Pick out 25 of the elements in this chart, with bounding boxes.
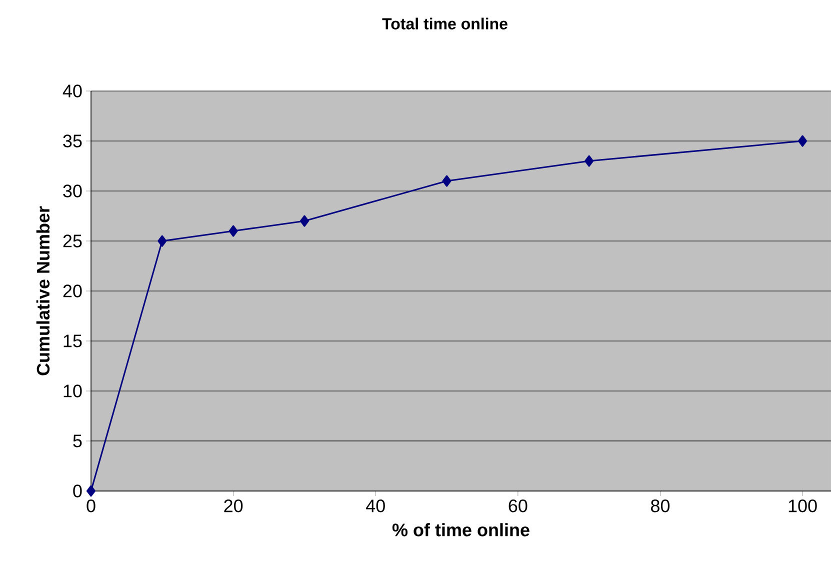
y-tick-label: 25: [63, 234, 82, 248]
x-tick-label: 40: [366, 500, 385, 512]
point: [798, 135, 808, 147]
y-tick-label: 35: [63, 134, 82, 148]
x-tick-label: 60: [508, 500, 528, 512]
y-tick-label: 20: [63, 284, 82, 298]
point: [228, 225, 238, 237]
point: [584, 155, 594, 167]
point: [158, 235, 167, 247]
point: [442, 175, 452, 187]
y-axis-title: Cumulative Number: [36, 206, 50, 376]
y-tick-label: 0: [73, 484, 82, 498]
chart-title: Total time online: [382, 18, 508, 30]
x-tick-label: 80: [651, 500, 670, 512]
y-tick-label: 15: [64, 334, 82, 348]
y-tick-label: 5: [73, 434, 82, 448]
y-tick-label: 10: [64, 384, 82, 398]
point: [86, 485, 96, 497]
y-tick-label: 30: [63, 184, 82, 198]
x-axis-title: % of time online: [392, 523, 530, 536]
y-tick-label: 40: [62, 84, 82, 98]
x-tick-label: 20: [224, 500, 243, 512]
point: [300, 215, 309, 227]
x-tick-label: 100: [788, 500, 817, 512]
x-tick-label: 0: [86, 500, 96, 512]
